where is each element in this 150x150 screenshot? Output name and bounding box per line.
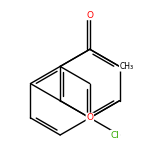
Text: O: O	[86, 113, 93, 122]
Text: CH₃: CH₃	[120, 62, 134, 71]
Text: O: O	[86, 11, 93, 20]
Text: Cl: Cl	[111, 130, 120, 140]
